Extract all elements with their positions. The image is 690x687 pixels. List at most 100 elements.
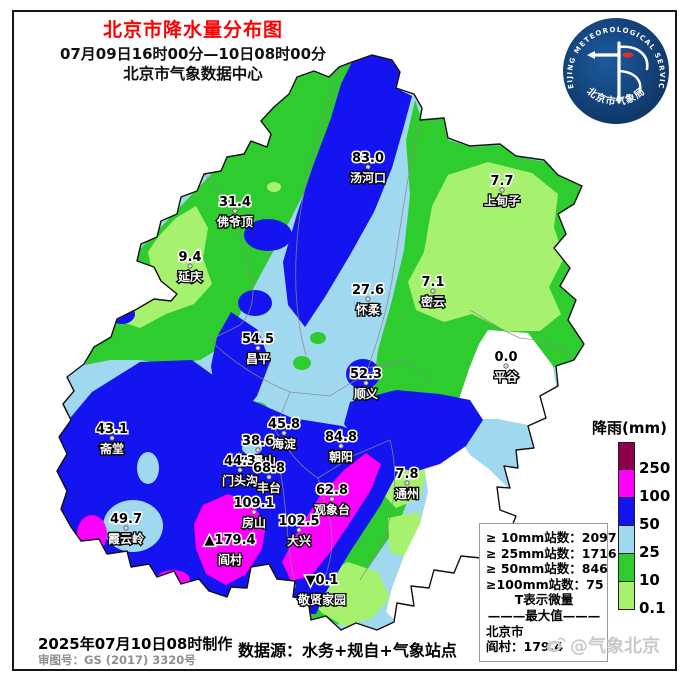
station-name: 怀柔 [356,302,381,317]
legend-swatch [618,554,635,582]
station-value: 44.3 [224,454,256,469]
station-name: 汤河口 [350,170,386,185]
station-name: 斋堂 [99,441,124,456]
regions-25-50mm-holes [103,441,262,552]
bms-logo: BEIJING METEOROLOGICAL SERVICE 北京市气象局 [561,16,669,124]
station-name: 密云 [421,294,445,309]
weibo-icon [546,637,566,652]
legend-entry: 25 [618,526,670,561]
station: 7.1 密云 [420,274,447,311]
station-name: 石景山 [239,453,276,468]
station: 84.8 朝阳 [323,429,358,466]
legend-swatch [618,526,635,554]
station: 27.6 怀柔 [350,282,385,319]
legend-swatch [618,498,635,526]
legend-threshold-label: 25 [639,543,660,561]
legend-threshold-label: 0.1 [639,599,666,617]
legend-entries: 250 100 50 25 10 0.1 [618,442,671,617]
station-dot [404,480,410,486]
station: 52.3 顺义 [348,366,383,403]
station-dot [109,435,115,441]
station-dot [237,467,243,473]
legend-entry: 0.1 [618,582,670,617]
station: 109.1 房山 [232,495,276,532]
station-value: 9.4 [178,250,201,265]
station-value: 7.7 [490,174,513,189]
station-value: 38.6 [242,434,274,449]
station-name: 昌平 [246,352,270,366]
regions-below-0.1mm [386,330,556,620]
legend-swatch [618,582,635,610]
legend-swatch [618,470,635,498]
station-name: 朝阳 [329,449,353,464]
station-name: 大兴 [287,533,311,548]
station-name: 阎村 [218,552,242,567]
station: 38.6 石景山 [238,433,278,470]
station-value: 68.8 [253,461,285,476]
max-station: 阎村：179.4 [486,639,564,655]
station: 7.7 上甸子 [483,173,522,210]
station-name: 霞云岭 [108,531,144,546]
station: 49.7 霞云岭 [107,511,146,548]
station-name: 佛爷顶 [216,214,253,229]
legend-title: 降雨(mm) [592,419,667,437]
station-name: 平谷 [494,369,519,384]
legend-swatch [618,442,635,470]
station-dot [296,527,302,533]
station-value: 54.5 [242,332,274,347]
station-dot [255,447,261,453]
station-value: 27.6 [352,283,384,298]
time-period: 07月09日16时00分—10日08时00分 [59,44,327,63]
station-dot [255,345,261,351]
station-dot [365,296,371,302]
map-header: 北京市降水量分布图 07月09日16时00分—10日08时00分 北京市气象数据… [18,18,368,84]
station-name: 敬贤家园 [297,592,346,607]
station-name: 观象台 [314,502,350,517]
logo-circle [563,18,669,124]
station: 7.8 通州 [394,466,421,503]
stat-line: ≥100mm站数：75 [486,576,604,592]
max-divider: ———最大值——— [487,607,601,623]
station-value: 84.8 [325,430,357,445]
station-dot [251,509,257,515]
station-value: 45.8 [268,417,300,432]
trace-note: T表示微量 [514,592,574,608]
wind-vane-icon [587,41,649,104]
station-stats-box: ≥ 10mm站数：2097 ≥ 25mm站数：1716 ≥ 50mm站数：846… [479,523,617,662]
legend-threshold-label: 250 [639,459,671,477]
stat-line: ≥ 50mm站数：846 [486,561,608,577]
station-value: 49.7 [110,512,142,527]
station-value: 83.0 [352,151,384,166]
station: ▲179.4 阎村 [203,532,257,569]
station-dot [499,187,505,193]
station-value: 7.1 [421,275,444,290]
station-value: 0.0 [494,350,517,365]
station-value: 7.8 [395,467,418,482]
station-value: 52.3 [350,367,382,382]
station-dot [338,443,344,449]
stations-layer: 83.0 汤河口 7.7 上甸子 31.4 佛爷顶 9.4 延庆 27.6 怀柔 7.1 密云 0.0 平… [94,150,522,609]
station-value: ▲179.4 [204,533,255,548]
station-dot [430,288,436,294]
station-dot [187,263,193,269]
station-dot [281,430,287,436]
legend-threshold-label: 100 [639,487,671,505]
station-dot [363,380,369,386]
station: 62.8 观象台 [313,482,352,519]
station-name: 丰台 [257,480,281,495]
station: 0.0 平谷 [493,349,521,386]
page-title: 北京市降水量分布图 [102,19,283,41]
legend-entry: 250 [618,442,670,477]
production-time: 2025年07月10日08时制作 [38,635,233,653]
station: 68.8 丰台 [251,460,286,497]
station-name: 门头沟 [222,473,258,488]
station: 44.3 门头沟 [221,453,260,490]
station-value: 43.1 [96,422,128,437]
station-dot [123,525,129,531]
stat-line: ≥ 10mm站数：2097 [486,530,617,545]
station-dot [365,164,371,170]
district-boundaries [203,66,576,589]
station-name: 通州 [395,486,419,501]
station: 43.1 斋堂 [94,421,129,458]
station-dot [232,208,238,214]
